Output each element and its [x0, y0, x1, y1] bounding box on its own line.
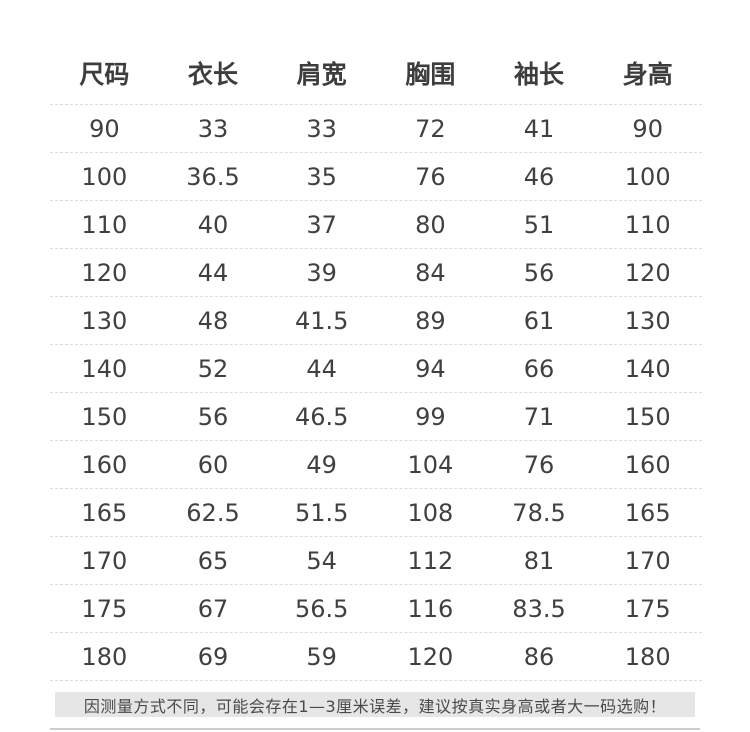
table-cell: 100 [624, 162, 671, 191]
table-cell: 76 [523, 450, 555, 479]
table-cell: 170 [624, 546, 671, 575]
table-cell: 86 [523, 642, 555, 671]
table-cell: 120 [81, 258, 128, 287]
table-cell: 56 [197, 402, 229, 431]
table-cell: 56.5 [294, 594, 349, 623]
table-cell: 41 [523, 114, 555, 143]
table-cell: 59 [306, 642, 337, 671]
table-cell: 67 [197, 594, 229, 623]
table-row: 175 67 56.5 116 83.5 175 [50, 585, 702, 633]
column-header-shoulder-width: 肩宽 [296, 60, 347, 89]
table-cell: 66 [523, 354, 555, 383]
table-cell: 130 [624, 306, 671, 335]
table-cell: 170 [81, 546, 128, 575]
table-cell: 39 [306, 258, 337, 287]
bottom-divider [50, 728, 700, 730]
table-cell: 60 [197, 450, 229, 479]
table-cell: 33 [306, 114, 337, 143]
table-row: 130 48 41.5 89 61 130 [50, 297, 702, 345]
table-cell: 140 [81, 354, 128, 383]
table-cell: 112 [407, 546, 454, 575]
table-cell: 94 [415, 354, 446, 383]
column-header-size: 尺码 [79, 60, 130, 89]
table-cell: 52 [197, 354, 229, 383]
table-cell: 71 [523, 402, 555, 431]
table-cell: 175 [624, 594, 671, 623]
table-header-row: 尺码 衣长 肩宽 胸围 袖长 身高 [50, 45, 702, 105]
table-cell: 120 [624, 258, 671, 287]
table-cell: 46 [523, 162, 555, 191]
table-cell: 130 [81, 306, 128, 335]
table-cell: 35 [306, 162, 337, 191]
table-cell: 41.5 [294, 306, 349, 335]
table-row: 100 36.5 35 76 46 100 [50, 153, 702, 201]
table-cell: 54 [306, 546, 337, 575]
table-cell: 100 [81, 162, 128, 191]
table-cell: 69 [197, 642, 229, 671]
table-cell: 160 [81, 450, 128, 479]
column-header-sleeve-length: 袖长 [514, 60, 565, 89]
table-cell: 165 [624, 498, 671, 527]
table-cell: 89 [415, 306, 446, 335]
column-header-garment-length: 衣长 [188, 60, 239, 89]
table-row: 120 44 39 84 56 120 [50, 249, 702, 297]
table-body: 90 33 33 72 41 90 100 36.5 35 76 46 100 110 40 37 80 51 1… [50, 105, 702, 681]
table-cell: 150 [81, 402, 128, 431]
table-cell: 90 [632, 114, 663, 143]
table-row: 170 65 54 112 81 170 [50, 537, 702, 585]
table-cell: 108 [407, 498, 454, 527]
table-cell: 62.5 [186, 498, 240, 527]
table-cell: 51.5 [294, 498, 349, 527]
table-cell: 110 [624, 210, 671, 239]
table-row: 165 62.5 51.5 108 78.5 165 [50, 489, 702, 537]
table-row: 140 52 44 94 66 140 [50, 345, 702, 393]
table-cell: 56 [523, 258, 555, 287]
table-cell: 36.5 [186, 162, 240, 191]
table-row: 160 60 49 104 76 160 [50, 441, 702, 489]
column-header-height: 身高 [622, 60, 673, 89]
table-cell: 51 [523, 210, 555, 239]
table-cell: 78.5 [512, 498, 566, 527]
table-cell: 37 [306, 210, 337, 239]
table-cell: 90 [89, 114, 120, 143]
column-header-chest: 胸围 [405, 60, 456, 89]
table-cell: 175 [81, 594, 128, 623]
table-row: 110 40 37 80 51 110 [50, 201, 702, 249]
table-cell: 165 [81, 498, 128, 527]
table-cell: 120 [407, 642, 454, 671]
table-row: 180 69 59 120 86 180 [50, 633, 702, 681]
measurement-note: 因测量方式不同，可能会存在1—3厘米误差，建议按真实身高或者大一码选购！ [83, 696, 667, 716]
table-cell: 46.5 [294, 402, 349, 431]
table-cell: 110 [81, 210, 128, 239]
table-cell: 180 [81, 642, 128, 671]
table-cell: 81 [523, 546, 555, 575]
size-chart-table: 尺码 衣长 肩宽 胸围 袖长 身高 90 33 33 72 41 90 100 36.5 35 76 46 10… [50, 45, 702, 681]
table-cell: 33 [197, 114, 229, 143]
table-cell: 72 [415, 114, 446, 143]
table-cell: 180 [624, 642, 671, 671]
table-cell: 76 [415, 162, 446, 191]
note-bar: 因测量方式不同，可能会存在1—3厘米误差，建议按真实身高或者大一码选购！ [55, 692, 695, 717]
table-cell: 40 [197, 210, 229, 239]
table-cell: 150 [624, 402, 671, 431]
table-cell: 49 [306, 450, 337, 479]
table-cell: 61 [523, 306, 555, 335]
table-cell: 160 [624, 450, 671, 479]
table-cell: 44 [306, 354, 337, 383]
table-cell: 116 [407, 594, 454, 623]
table-row: 150 56 46.5 99 71 150 [50, 393, 702, 441]
table-cell: 104 [407, 450, 454, 479]
table-cell: 140 [624, 354, 671, 383]
table-cell: 99 [415, 402, 446, 431]
table-cell: 44 [197, 258, 229, 287]
table-cell: 83.5 [512, 594, 566, 623]
table-cell: 80 [415, 210, 446, 239]
table-cell: 65 [197, 546, 229, 575]
table-cell: 48 [197, 306, 229, 335]
table-row: 90 33 33 72 41 90 [50, 105, 702, 153]
table-cell: 84 [415, 258, 446, 287]
